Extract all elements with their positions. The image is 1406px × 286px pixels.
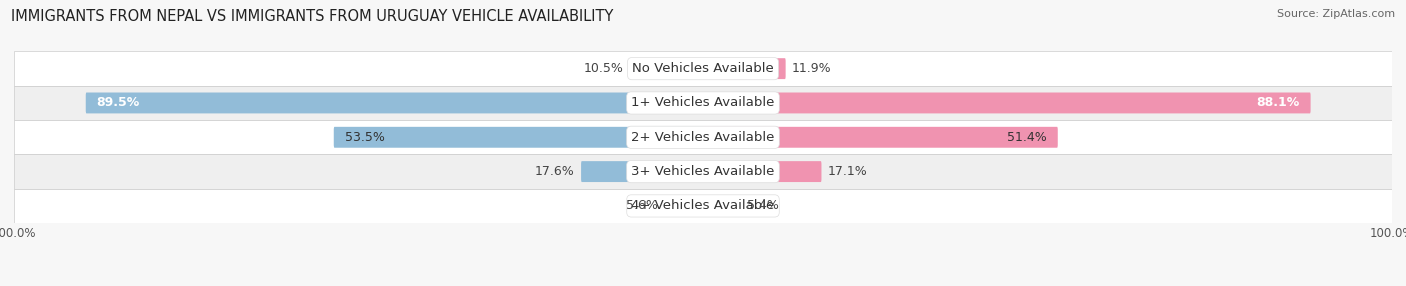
- FancyBboxPatch shape: [14, 120, 1392, 154]
- FancyBboxPatch shape: [333, 127, 703, 148]
- FancyBboxPatch shape: [703, 127, 1057, 148]
- FancyBboxPatch shape: [14, 51, 1392, 86]
- Text: 5.4%: 5.4%: [747, 199, 779, 212]
- Text: IMMIGRANTS FROM NEPAL VS IMMIGRANTS FROM URUGUAY VEHICLE AVAILABILITY: IMMIGRANTS FROM NEPAL VS IMMIGRANTS FROM…: [11, 9, 613, 23]
- FancyBboxPatch shape: [14, 86, 1392, 120]
- FancyBboxPatch shape: [703, 92, 1310, 114]
- FancyBboxPatch shape: [86, 92, 703, 114]
- Text: 11.9%: 11.9%: [792, 62, 831, 75]
- FancyBboxPatch shape: [703, 161, 821, 182]
- Text: 89.5%: 89.5%: [97, 96, 141, 110]
- FancyBboxPatch shape: [703, 58, 786, 79]
- FancyBboxPatch shape: [14, 189, 1392, 223]
- Text: 53.5%: 53.5%: [344, 131, 385, 144]
- Text: 17.1%: 17.1%: [828, 165, 868, 178]
- Text: 88.1%: 88.1%: [1257, 96, 1299, 110]
- Text: No Vehicles Available: No Vehicles Available: [633, 62, 773, 75]
- Text: 2+ Vehicles Available: 2+ Vehicles Available: [631, 131, 775, 144]
- Text: 4+ Vehicles Available: 4+ Vehicles Available: [631, 199, 775, 212]
- FancyBboxPatch shape: [664, 195, 703, 217]
- Text: 17.6%: 17.6%: [536, 165, 575, 178]
- FancyBboxPatch shape: [581, 161, 703, 182]
- Text: 5.6%: 5.6%: [626, 199, 658, 212]
- FancyBboxPatch shape: [703, 195, 741, 217]
- Text: 51.4%: 51.4%: [1007, 131, 1047, 144]
- FancyBboxPatch shape: [14, 154, 1392, 189]
- FancyBboxPatch shape: [630, 58, 703, 79]
- Text: 1+ Vehicles Available: 1+ Vehicles Available: [631, 96, 775, 110]
- Text: 10.5%: 10.5%: [583, 62, 624, 75]
- Text: 3+ Vehicles Available: 3+ Vehicles Available: [631, 165, 775, 178]
- Text: Source: ZipAtlas.com: Source: ZipAtlas.com: [1277, 9, 1395, 19]
